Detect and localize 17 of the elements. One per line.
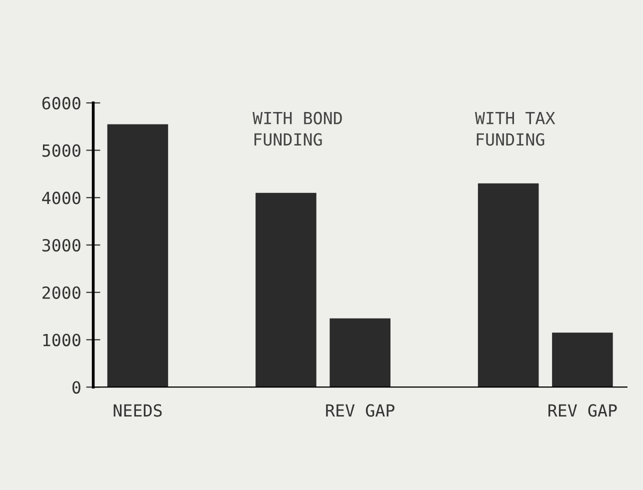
x-tick-label: REV GAP (326, 404, 394, 417)
bar (552, 332, 613, 388)
y-tick-label: 0 (72, 381, 80, 394)
bar (256, 192, 316, 388)
y-tick-label: 3000 (42, 239, 80, 252)
bar (478, 183, 539, 388)
y-tick-label: 2000 (42, 286, 80, 299)
y-tick-label: 6000 (42, 96, 80, 110)
bar (330, 318, 390, 388)
x-tick-label: REV GAP (548, 404, 617, 417)
y-tick-label: 5000 (42, 144, 80, 157)
y-tick-label: 1000 (43, 334, 80, 346)
bar (107, 124, 168, 388)
x-tick-label: NEEDS (114, 404, 162, 417)
annotation: WITH BOND FUNDING (252, 112, 342, 146)
annotation: WITH TAX FUNDING (474, 112, 556, 146)
y-tick-label: 4000 (42, 192, 80, 204)
